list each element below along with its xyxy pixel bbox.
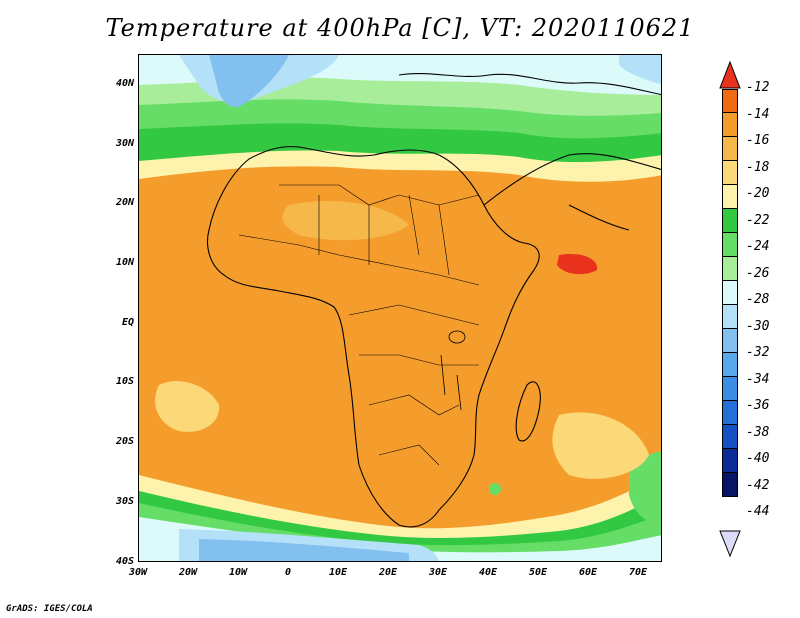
colorbar-tick-label: -34 [746, 371, 770, 387]
colorbar-swatch [722, 281, 738, 305]
colorbar-tick-label: -26 [746, 265, 770, 281]
field-north-blue [209, 55, 289, 108]
colorbar-swatch [722, 425, 738, 449]
colorbar-tick-label: -30 [746, 318, 770, 334]
field-south-blue [199, 539, 409, 561]
y-axis-label: 40S [115, 556, 134, 567]
colorbar-tick-label: -22 [746, 212, 770, 228]
x-axis-label: 10E [328, 567, 348, 578]
colorbar-tick-label: -36 [746, 398, 770, 413]
colorbar-tick-label: -16 [746, 133, 770, 148]
colorbar-tick-label: -32 [746, 345, 770, 360]
field-east-red [557, 254, 598, 275]
colorbar-swatch [722, 113, 738, 137]
colorbar-bottom-arrow [719, 530, 741, 558]
colorbar-tick-label: -42 [746, 477, 770, 493]
colorbar-top-arrow [719, 60, 741, 89]
x-axis-label: 40E [478, 567, 498, 578]
colorbar-swatch [722, 209, 738, 233]
x-axis-label: 30E [428, 567, 448, 578]
colorbar-swatch [722, 473, 738, 497]
map-canvas [139, 55, 661, 561]
colorbar-tick-label: -18 [746, 159, 770, 175]
x-axis-label: 60E [578, 567, 598, 578]
y-axis-label: 40N [115, 78, 134, 89]
colorbar-tick-label: -28 [746, 292, 770, 307]
colorbar-swatch [722, 305, 738, 329]
colorbar-top-arrow-shape [719, 60, 741, 89]
colorbar-tick-label: -14 [746, 106, 770, 122]
madagascar-coast [515, 381, 541, 442]
chart-title: Temperature at 400hPa [C], VT: 202011062… [105, 14, 695, 42]
colorbar-swatch [722, 329, 738, 353]
colorbar-swatch [722, 353, 738, 377]
colorbar-swatch [722, 377, 738, 401]
x-axis-label: 0 [284, 567, 292, 578]
x-axis-label: 20E [378, 567, 398, 578]
colorbar-tick-label: -38 [746, 424, 770, 440]
colorbar-swatch [722, 401, 738, 425]
x-axis-label: 10W [228, 567, 248, 578]
colorbar-tick-label: -40 [746, 451, 770, 466]
colorbar-swatch [722, 449, 738, 473]
x-axis-label: 70E [628, 567, 648, 578]
field-n-orange [282, 201, 409, 241]
colorbar-swatch [722, 233, 738, 257]
x-axis-label: 50E [528, 567, 548, 578]
arabia-south-coast [568, 204, 630, 231]
arabia-coast [483, 153, 661, 206]
y-axis-label: 10N [115, 257, 134, 268]
colorbar-bottom-arrow-shape [719, 530, 741, 558]
colorbar-swatch [722, 137, 738, 161]
colorbar-swatch [722, 161, 738, 185]
country-borders [238, 184, 480, 466]
colorbar-swatch [722, 257, 738, 281]
colorbar-tick-label: -20 [746, 186, 770, 201]
field-se-yellow [552, 412, 649, 479]
europe-coast [398, 73, 661, 96]
field-se-green [629, 451, 661, 525]
field-island-green [489, 483, 501, 495]
africa-coast [206, 146, 540, 528]
colorbar-tick-label: -44 [746, 504, 770, 519]
y-axis-label: EQ [121, 317, 134, 328]
lakes [440, 330, 466, 411]
coastlines [206, 73, 661, 528]
colorbar-swatch [722, 185, 738, 209]
colorbar-swatch [722, 89, 738, 113]
footer-credit: GrADS: IGES/COLA [6, 604, 93, 614]
field-ne-blue [619, 55, 661, 85]
colorbar-tick-label: -12 [746, 80, 770, 95]
field-sw-yellow [155, 381, 220, 432]
y-axis-label: 10S [115, 376, 134, 387]
y-axis-label: 30N [115, 138, 134, 149]
colorbar-tick-label: -24 [746, 239, 770, 254]
x-axis-label: 30W [128, 567, 148, 578]
y-axis-label: 20N [115, 197, 134, 208]
y-axis-label: 20S [115, 436, 134, 447]
y-axis-label: 30S [115, 496, 134, 507]
temperature-map [138, 54, 662, 562]
x-axis-label: 20W [178, 567, 198, 578]
